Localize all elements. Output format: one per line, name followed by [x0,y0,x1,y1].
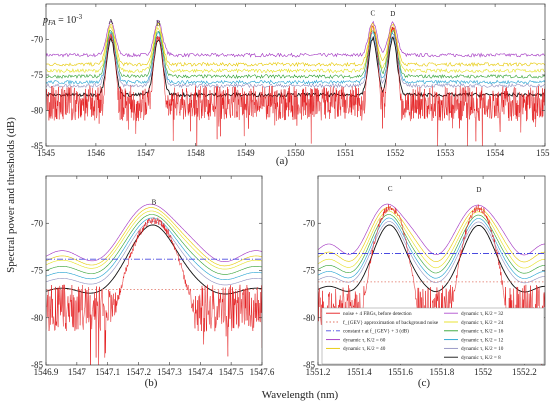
y-tick-label: -80 [31,106,43,116]
x-tick-label: 1546.9 [34,367,59,377]
x-tick-label: 1547.3 [157,367,182,377]
legend: noise + 4 FBGs, before detection f_{GEV} … [321,307,545,365]
x-tick-label: 1554 [486,148,505,158]
legend-label-noise: noise + 4 FBGs, before detection [343,310,412,317]
peak-label-c: C [371,9,376,17]
series-k10-line [318,221,545,284]
series-k16-line [46,29,545,80]
legend-label-k24: dynamic τ, K/2 = 24 [461,320,504,326]
plot-frame [45,3,546,147]
panel-c-label: (c) [418,377,431,389]
series-k60-line [46,19,545,58]
x-tick-label: 1547.5 [219,367,244,377]
panel-a: 1545 1546 1547 1548 1549 1550 1551 1552 1553 1554… [31,3,550,158]
x-tick-label: 1551.8 [429,367,454,377]
panel-b: 1546.9 1547 1547.1 1547.2 1547.3 1547.4 1547.5… [31,175,275,377]
x-tick-label: 1551.4 [347,367,372,377]
legend-label-k12: dynamic τ, K/2 = 12 [461,337,504,343]
series-k10-line [46,221,262,286]
legend-label-k16: dynamic τ, K/2 = 16 [461,329,504,335]
panel-c: 1551.2 1551.4 1551.6 1551.8 1552 1552.2 -85 -80… [303,175,546,377]
series-k12-line [318,217,545,279]
x-tick-label: 1548 [187,148,206,158]
x-tick-label: 1547 [137,148,156,158]
y-axis-label: Spectral power and thresholds (dB) [5,117,17,273]
legend-box [321,307,545,365]
series-k16-line [318,214,545,274]
plot-area [46,19,545,146]
x-axis-label: Wavelength (nm) [262,389,339,401]
y-tick-label: -85 [31,360,43,370]
x-tick-label: 1547 [68,367,87,377]
x-tick-label: 1552 [474,367,492,377]
peak-label-d: D [390,10,395,18]
legend-label-k10: dynamic τ, K/2 = 10 [461,346,504,352]
series-k40-line [46,22,545,68]
plot-area [46,203,262,365]
y-tick-label: -85 [31,141,43,151]
series-k16-line [46,214,262,275]
x-tick-label: 1552 [386,148,404,158]
y-tick-label: -75 [303,266,315,276]
legend-label-k8: dynamic τ, K/2 = 8 [461,355,501,361]
x-tick-label: 1547.6 [250,367,275,377]
legend-label-constant: constant τ at f_{GEV} + 3 (dB) [343,328,409,335]
y-tick-label: -85 [303,360,315,370]
legend-label-k32: dynamic τ, K/2 = 32 [461,311,504,317]
pfa-subscript: FA [47,19,56,27]
x-tick-label: 1553 [436,148,455,158]
peak-label-a: A [108,18,113,26]
y-tick-label: -80 [31,313,43,323]
panel-a-label: (a) [276,155,289,167]
series-k24-line [46,210,262,270]
x-tick-label: 1551.2 [306,367,331,377]
y-tick-label: -70 [31,35,43,45]
y-tick-label: -70 [31,218,43,228]
x-tick-label: 1551.6 [388,367,413,377]
x-tick-label: 1546 [87,148,106,158]
y-tick-label: -75 [31,70,43,80]
x-tick-label: 1550 [287,148,306,158]
pfa-exponent: -3 [76,13,82,21]
pfa-value: = 10 [56,15,77,26]
x-tick-label: 1547.1 [95,367,120,377]
series-k8-line [46,35,545,99]
series-k60-line [46,203,262,262]
x-tick-label: 1549 [237,148,256,158]
x-tick-label: 1547.2 [126,367,151,377]
series-k24-line [318,210,545,269]
series-k24-line [46,25,545,74]
series-k40-line [318,207,545,263]
series-k60-line [318,203,545,256]
legend-label-k60: dynamic τ, K/2 = 60 [343,337,386,343]
noise-spectrum-line [46,217,262,365]
y-tick-label: -75 [31,266,43,276]
peak-label-c: C [388,185,393,193]
y-tick-label: -80 [303,313,315,323]
x-tick-label: 1545 [37,148,56,158]
x-tick-label: 1555 [536,148,550,158]
panel-b-label: (b) [145,377,158,389]
y-tick-label: -70 [303,218,315,228]
series-k8-line [318,224,545,293]
x-tick-label: 1552.2 [512,367,537,377]
peak-label-b: B [156,19,161,27]
noise-spectrum-line [46,25,545,146]
pfa-symbol: p [42,15,48,26]
series-k10-line [46,35,545,89]
series-k12-line [46,30,545,85]
legend-label-k40: dynamic τ, K/2 = 40 [343,346,386,352]
pfa-annotation: pFA = 10-3 [42,13,83,27]
x-tick-label: 1551 [336,148,354,158]
peak-label-d: D [476,186,481,194]
x-tick-label: 1547.4 [188,367,213,377]
peak-label-b: B [152,198,157,206]
series-k40-line [46,207,262,267]
legend-label-background: f_{GEV} approximation of background nois… [343,319,439,326]
